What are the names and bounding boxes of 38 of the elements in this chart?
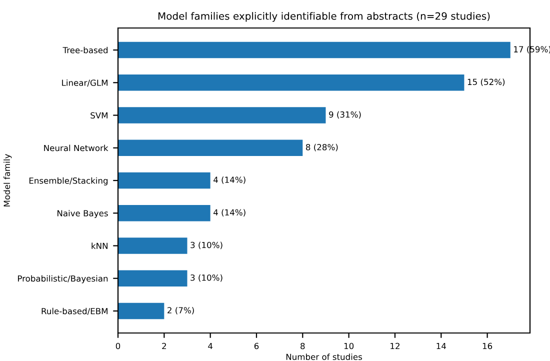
y-tick-label: Neural Network [44, 144, 108, 152]
y-axis-title: Model family [4, 154, 12, 206]
y-tick-label: Probabilistic/Bayesian [18, 275, 108, 284]
y-tick-label: kNN [92, 242, 108, 249]
y-tick-label: Tree-based [62, 46, 108, 54]
chart-title: Model families explicitly identifiable from abstracts (n=29 studies) [158, 12, 490, 22]
x-tick-label: 8 [300, 342, 305, 350]
data-label: 4 (14%) [214, 176, 246, 184]
bar [118, 204, 210, 222]
x-tick-label: 6 [254, 342, 259, 350]
y-tick-label: Rule-based/EBM [42, 308, 108, 315]
data-label: 15 (52%) [468, 78, 505, 86]
y-tick-label: SVM [90, 112, 108, 119]
y-tick-label: Linear/GLM [62, 79, 108, 87]
bar [118, 140, 303, 156]
data-label: 3 (10%) [190, 242, 222, 250]
bar [118, 238, 188, 254]
bar [118, 107, 326, 124]
data-label: 8 (28%) [306, 144, 338, 152]
data-label: 2 (7%) [168, 306, 194, 314]
x-tick-label: 16 [482, 342, 492, 350]
bar [118, 42, 510, 58]
bar [118, 302, 164, 320]
x-tick-label: 4 [208, 342, 213, 350]
x-tick-label: 14 [436, 342, 446, 350]
x-tick-label: 12 [390, 342, 400, 350]
y-tick-label: Ensemble/Stacking [29, 177, 108, 186]
bar [118, 270, 188, 287]
y-tick-label: Naive Bayes [58, 210, 108, 218]
x-tick-label: 10 [344, 342, 354, 350]
bar [118, 172, 210, 189]
data-label: 9 (31%) [329, 111, 361, 119]
bar [118, 74, 464, 91]
data-label: 3 (10%) [190, 274, 222, 282]
data-label: 4 (14%) [214, 209, 246, 217]
x-axis-title: Number of studies [286, 354, 362, 360]
x-tick-label: 2 [162, 342, 166, 350]
x-tick-label: 0 [116, 342, 120, 350]
